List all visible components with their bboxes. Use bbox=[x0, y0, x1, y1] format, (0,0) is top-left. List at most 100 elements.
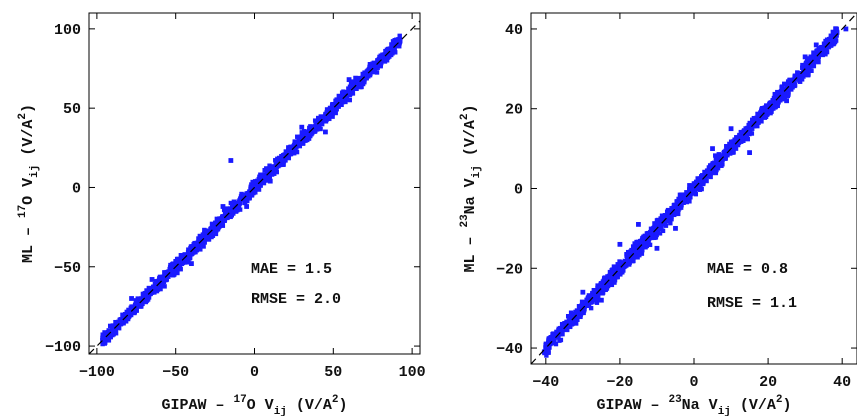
scatter-point bbox=[228, 214, 233, 220]
scatter-point bbox=[311, 126, 317, 132]
scatter-point bbox=[299, 139, 305, 144]
y-label-isotope: 23 bbox=[459, 214, 471, 228]
scatter-point bbox=[779, 96, 784, 101]
scatter-point bbox=[806, 72, 811, 77]
x-label-unit-close: ) bbox=[783, 397, 792, 414]
scatter-point bbox=[717, 160, 723, 165]
scatter-point bbox=[823, 52, 828, 57]
scatter-point bbox=[211, 224, 216, 230]
x-label-element: O V bbox=[247, 397, 274, 414]
scatter-point bbox=[589, 293, 595, 299]
scatter-point bbox=[349, 84, 355, 89]
scatter-point bbox=[230, 203, 235, 208]
scatter-point bbox=[813, 42, 819, 48]
scatter-point bbox=[228, 158, 234, 163]
scatter-point bbox=[728, 149, 733, 155]
scatter-point bbox=[747, 120, 752, 126]
scatter-point bbox=[100, 341, 105, 347]
scatter-point bbox=[612, 269, 618, 274]
scatter-point bbox=[583, 300, 589, 305]
scatter-point bbox=[149, 277, 155, 282]
scatter-point bbox=[743, 126, 749, 132]
scatter-point bbox=[565, 313, 571, 319]
scatter-point bbox=[206, 237, 211, 242]
scatter-point bbox=[133, 306, 139, 312]
scatter-point bbox=[728, 145, 734, 150]
scatter-point bbox=[169, 271, 174, 277]
scatter-point bbox=[683, 192, 689, 198]
scatter-point bbox=[222, 218, 227, 223]
scatter-point bbox=[816, 59, 821, 65]
scatter-point bbox=[349, 88, 355, 94]
scatter-point bbox=[102, 333, 107, 338]
x-tick-label: −50 bbox=[162, 364, 189, 381]
scatter-point bbox=[546, 336, 551, 341]
scatter-point bbox=[390, 39, 396, 44]
scatter-point bbox=[319, 121, 325, 127]
scatter-point bbox=[782, 81, 787, 87]
scatter-point bbox=[612, 278, 618, 283]
scatter-point bbox=[648, 229, 654, 235]
scatter-point bbox=[785, 93, 791, 99]
x-label-prefix: GIPAW – bbox=[161, 397, 233, 414]
scatter-point bbox=[688, 187, 694, 193]
scatter-point bbox=[758, 116, 763, 122]
scatter-point bbox=[195, 243, 201, 249]
scatter-point bbox=[662, 220, 667, 226]
scatter-point bbox=[632, 249, 638, 255]
scatter-point bbox=[381, 53, 387, 59]
scatter-point bbox=[675, 211, 681, 217]
mae-annotation: MAE = 0.8 bbox=[707, 261, 788, 278]
scatter-point bbox=[585, 303, 591, 309]
scatter-point bbox=[203, 228, 208, 233]
scatter-point bbox=[304, 133, 309, 139]
scatter-point bbox=[554, 332, 560, 338]
scatter-point bbox=[343, 97, 349, 102]
scatter-point bbox=[192, 246, 198, 252]
scatter-point bbox=[247, 196, 252, 201]
scatter-point bbox=[173, 262, 179, 268]
scatter-point bbox=[816, 57, 821, 62]
scatter-point bbox=[833, 26, 838, 31]
y-label-prefix: ML – bbox=[462, 228, 479, 273]
scatter-point bbox=[280, 162, 286, 167]
scatter-point bbox=[654, 232, 659, 238]
scatter-point bbox=[679, 195, 684, 201]
scatter-point bbox=[593, 297, 598, 302]
x-tick-label: −100 bbox=[79, 364, 115, 381]
scatter-point bbox=[659, 219, 665, 225]
y-tick-label: 50 bbox=[63, 101, 81, 118]
scatter-point bbox=[213, 231, 219, 237]
scatter-point bbox=[634, 239, 639, 245]
scatter-point bbox=[295, 134, 300, 139]
scatter-point bbox=[328, 113, 333, 118]
scatter-point bbox=[242, 199, 248, 205]
scatter-point bbox=[789, 87, 794, 92]
scatter-point bbox=[780, 90, 786, 96]
scatter-point bbox=[744, 133, 749, 139]
scatter-point bbox=[699, 174, 704, 179]
scatter-point bbox=[118, 321, 123, 327]
scatter-point bbox=[268, 165, 274, 170]
scatter-point bbox=[823, 38, 828, 44]
scatter-point bbox=[266, 174, 271, 179]
scatter-point bbox=[634, 248, 640, 254]
scatter-point bbox=[216, 224, 222, 229]
scatter-point bbox=[666, 218, 672, 224]
scatter-point bbox=[580, 309, 585, 314]
scatter-point bbox=[575, 313, 580, 319]
scatter-point bbox=[327, 116, 332, 122]
scatter-point bbox=[305, 129, 311, 135]
scatter-point bbox=[652, 235, 657, 241]
scatter-point bbox=[669, 217, 674, 222]
scatter-point bbox=[719, 163, 724, 168]
scatter-points bbox=[541, 26, 849, 358]
scatter-point bbox=[678, 198, 683, 203]
scatter-point bbox=[160, 275, 166, 281]
scatter-point bbox=[106, 328, 111, 333]
scatter-point bbox=[673, 225, 678, 231]
scatter-point bbox=[667, 209, 672, 215]
scatter-point bbox=[600, 286, 605, 292]
scatter-point bbox=[699, 186, 704, 192]
